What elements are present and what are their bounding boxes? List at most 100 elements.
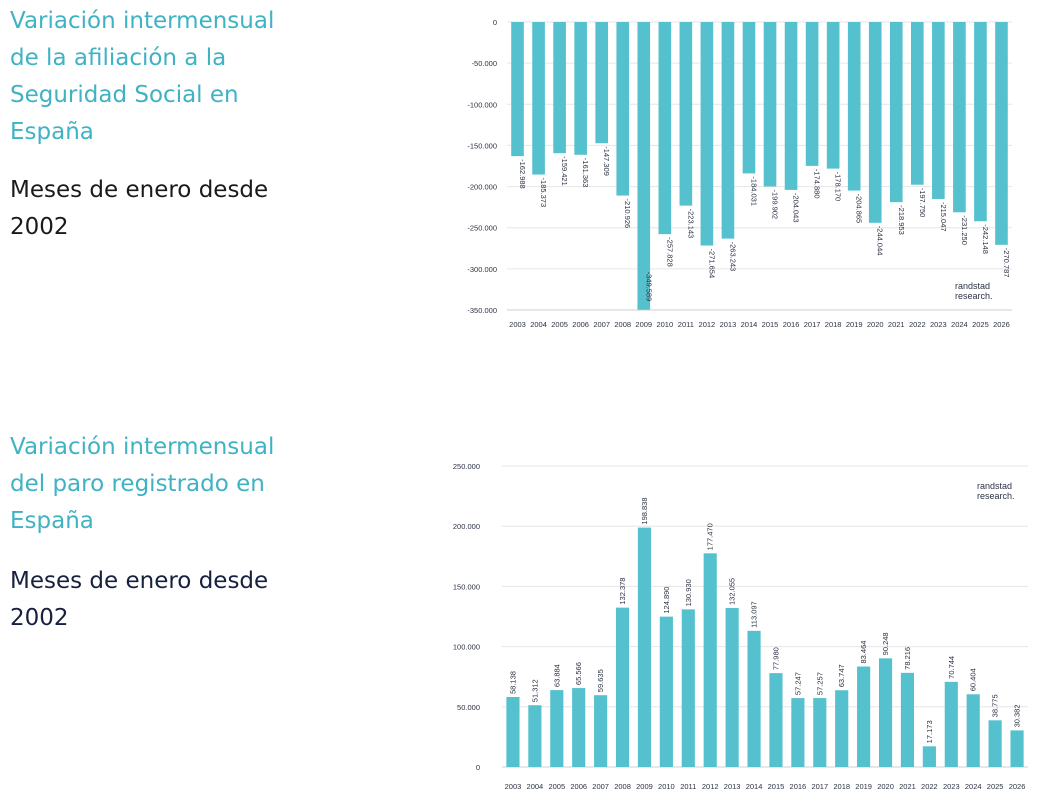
x-tick-label: 2011 [680, 782, 696, 791]
bar-2006 [572, 688, 586, 767]
x-tick-label: 2005 [548, 782, 565, 791]
bar-2008 [615, 607, 630, 767]
bar-2013 [721, 22, 735, 239]
bar-2004 [532, 22, 545, 175]
bar-2023 [944, 681, 958, 767]
value-label: -159.421 [560, 156, 569, 186]
y-tick-label: -300.000 [467, 265, 497, 274]
x-tick-label: 2020 [867, 320, 884, 329]
chart1-subtitle: Meses de enero desde 2002 [10, 177, 269, 240]
x-tick-label: 2016 [783, 320, 800, 329]
value-label: 198.838 [640, 497, 649, 524]
y-tick-label: 0 [493, 18, 497, 27]
value-label: -223.143 [686, 209, 695, 239]
x-tick-label: 2009 [635, 320, 652, 329]
x-tick-label: 2026 [993, 320, 1010, 329]
x-tick-label: 2017 [811, 782, 828, 791]
bar-2023 [932, 22, 945, 199]
x-tick-label: 2018 [833, 782, 850, 791]
x-tick-label: 2021 [899, 782, 916, 791]
value-label: -231.250 [960, 215, 969, 245]
bar-2017 [805, 22, 819, 166]
y-tick-label: 200.000 [453, 522, 480, 531]
bar-2025 [974, 22, 987, 222]
x-tick-label: 2003 [505, 782, 522, 791]
value-label: 63.747 [837, 664, 846, 687]
bar-2022 [911, 22, 924, 185]
value-label: -242.148 [981, 224, 990, 254]
value-label: -257.828 [665, 237, 674, 267]
x-tick-label: 2010 [658, 782, 675, 791]
value-label: 58.138 [508, 671, 517, 694]
value-label: 113.097 [750, 601, 759, 628]
value-label: 132.055 [728, 578, 737, 605]
x-tick-label: 2023 [943, 782, 960, 791]
x-tick-label: 2006 [572, 320, 589, 329]
x-tick-label: 2014 [746, 782, 763, 791]
value-label: -218.953 [897, 205, 906, 235]
value-label: 77.980 [771, 647, 780, 670]
value-label: -244.044 [876, 226, 885, 256]
brand-line: randstad [977, 481, 1012, 491]
value-label: 177.470 [706, 523, 715, 550]
bar-2011 [681, 609, 695, 767]
x-tick-label: 2010 [656, 320, 673, 329]
value-label: 38.775 [991, 694, 1000, 717]
value-label: 30.382 [1013, 704, 1022, 727]
value-label: -215.047 [939, 202, 948, 232]
bar-2015 [769, 673, 783, 767]
value-label: -184.031 [749, 176, 758, 206]
value-label: -174.880 [813, 169, 822, 199]
value-label: 78.216 [903, 647, 912, 670]
bar-2016 [791, 698, 805, 767]
bar-2011 [679, 22, 693, 206]
bar-2010 [659, 616, 673, 767]
value-label: -270.787 [1002, 248, 1011, 278]
y-tick-label: 150.000 [453, 582, 480, 591]
bar-2003 [511, 22, 524, 157]
value-label: 17.173 [925, 720, 934, 743]
value-label: 60.404 [969, 668, 978, 691]
value-label: 70.744 [947, 656, 956, 679]
bar-2007 [595, 22, 608, 144]
x-tick-label: 2008 [614, 782, 631, 791]
y-tick-label: -150.000 [467, 141, 497, 150]
brand-line: randstad [955, 281, 990, 291]
bar-2005 [550, 690, 564, 767]
bar-2020 [868, 22, 882, 223]
bar-2014 [747, 630, 761, 767]
bar-2018 [835, 690, 849, 767]
bar-2021 [900, 672, 915, 767]
y-tick-label: -350.000 [467, 306, 497, 315]
chart2-subtitle: Meses de enero desde 2002 [10, 568, 269, 631]
bar-2013 [725, 608, 739, 767]
value-label: -204.865 [855, 194, 864, 224]
x-tick-label: 2008 [614, 320, 631, 329]
bar-2004 [528, 705, 542, 767]
bar-2026 [995, 22, 1008, 245]
x-tick-label: 2014 [741, 320, 758, 329]
x-tick-label: 2020 [877, 782, 894, 791]
x-tick-label: 2007 [593, 320, 610, 329]
x-tick-label: 2025 [987, 782, 1004, 791]
value-label: -161.363 [581, 158, 590, 188]
value-label: 59.635 [596, 669, 605, 692]
value-label: 57.247 [793, 672, 802, 695]
bar-2010 [658, 22, 672, 235]
x-tick-label: 2024 [965, 782, 982, 791]
bar-2015 [763, 22, 777, 187]
y-tick-label: 0 [476, 763, 480, 772]
x-tick-label: 2021 [888, 320, 905, 329]
brand-line: research. [977, 491, 1015, 501]
bar-2003 [506, 697, 520, 767]
value-label: 65.566 [574, 662, 583, 685]
x-tick-label: 2024 [951, 320, 968, 329]
value-label: -185.373 [539, 178, 548, 208]
value-label: 83.464 [859, 641, 868, 664]
chart1-title: Variación intermensual de la afiliación … [10, 8, 275, 145]
bar-2017 [813, 698, 827, 767]
y-tick-label: 250.000 [453, 462, 480, 471]
x-tick-label: 2019 [855, 782, 872, 791]
x-tick-label: 2019 [846, 320, 863, 329]
